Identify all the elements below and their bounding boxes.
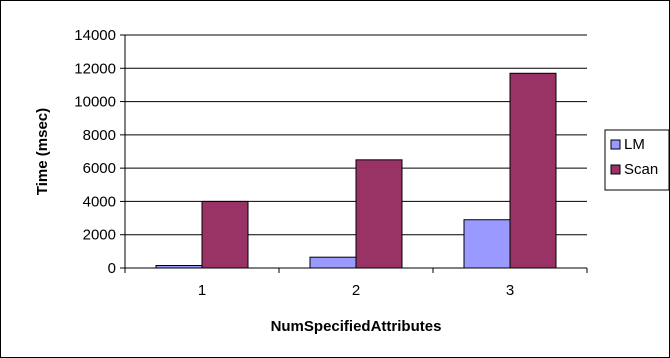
x-tick-label: 3	[506, 282, 514, 299]
y-tick-label: 0	[108, 260, 116, 277]
y-axis-title: Time (msec)	[34, 108, 51, 195]
y-tick-label: 8000	[83, 127, 116, 144]
legend-label-scan: Scan	[624, 161, 658, 178]
x-tick-labels: 1 2 3	[198, 282, 514, 299]
y-tick-label: 10000	[74, 94, 116, 111]
x-axis-title: NumSpecifiedAttributes	[271, 318, 442, 335]
x-tick-label: 1	[198, 282, 206, 299]
bar-scan-1	[201, 200, 249, 269]
bar-scan-3	[509, 72, 557, 269]
legend: LM Scan	[604, 129, 670, 191]
bar-scan-2	[355, 159, 403, 269]
y-tick-label: 12000	[74, 60, 116, 77]
x-tick-label: 2	[352, 282, 360, 299]
bar-lm-3	[463, 219, 511, 269]
axes	[120, 34, 588, 273]
legend-swatch-lm	[610, 139, 621, 150]
legend-label-lm: LM	[624, 136, 645, 153]
bars	[155, 72, 557, 269]
legend-swatch-scan	[610, 164, 621, 175]
y-tick-label: 4000	[83, 193, 116, 210]
y-tick-label: 2000	[83, 227, 116, 244]
y-tick-label: 14000	[74, 27, 116, 44]
bar-lm-2	[309, 256, 357, 269]
y-tick-label: 6000	[83, 160, 116, 177]
y-tick-labels: 0 2000 4000 6000 8000 10000 12000 14000	[74, 27, 116, 277]
